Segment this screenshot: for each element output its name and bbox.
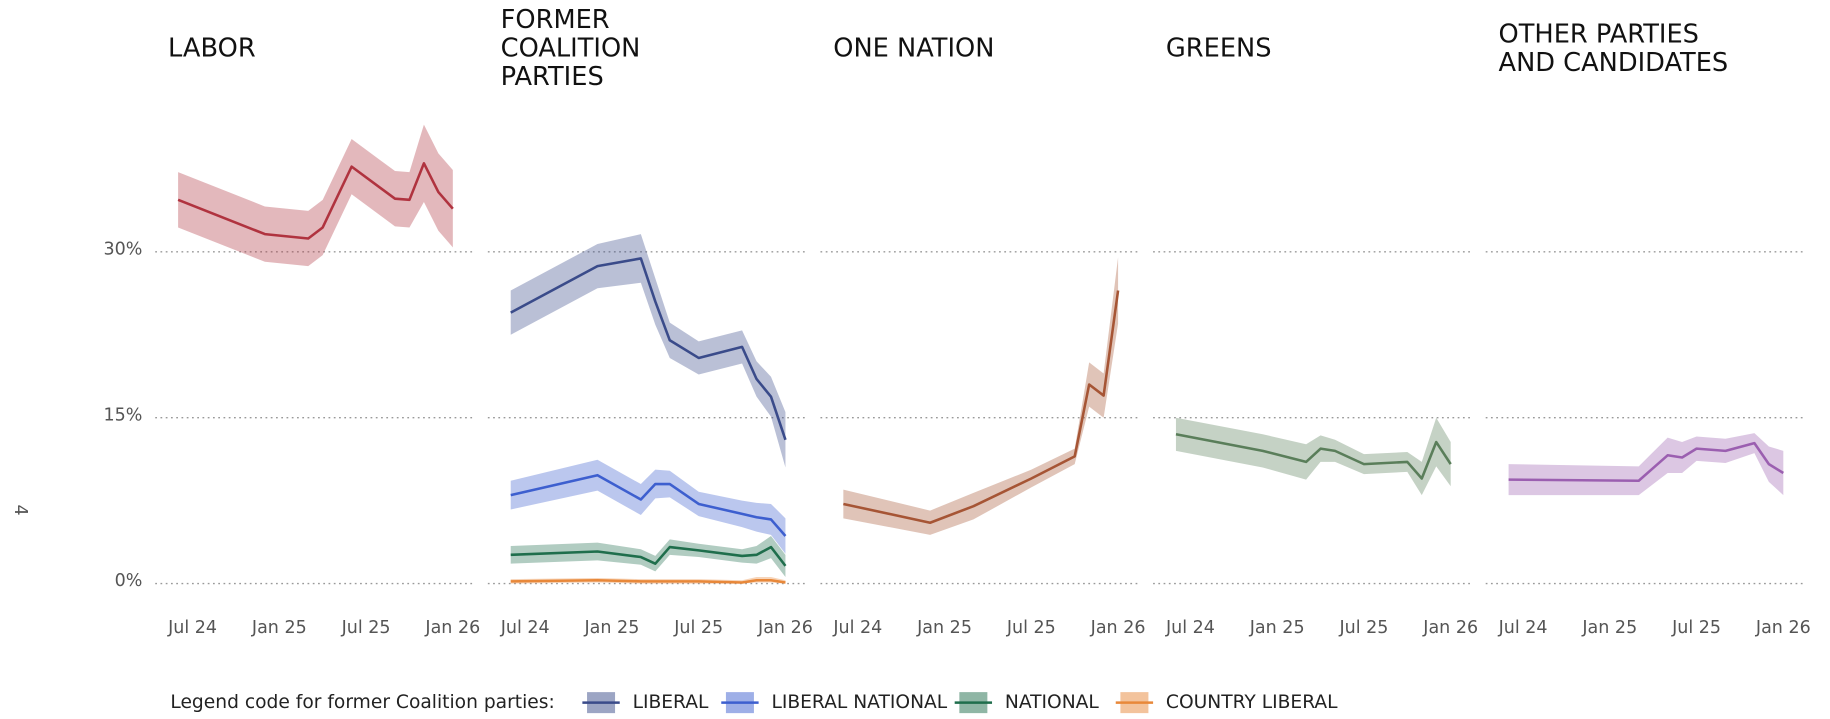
x-tick-label: Jul 24 <box>167 618 217 638</box>
x-tick-label: Jul 24 <box>1165 618 1215 638</box>
trend-line <box>843 290 1120 525</box>
x-tick-label: Jan 25 <box>584 618 640 638</box>
legend-label: COUNTRY LIBERAL <box>1166 692 1338 713</box>
x-tick-label: Jan 26 <box>424 618 480 638</box>
trend-line <box>510 578 786 584</box>
x-tick-label: Jan 25 <box>1581 618 1637 638</box>
x-tick-label: Jan 25 <box>1249 618 1305 638</box>
y-tick-label: 0% <box>115 571 143 591</box>
x-tick-label: Jul 25 <box>673 618 723 638</box>
panel-title: FORMER <box>501 5 610 35</box>
interval-band <box>178 124 453 267</box>
page-number: 4 <box>10 504 30 515</box>
legend-title: Legend code for former Coalition parties… <box>170 692 554 713</box>
x-tick-label: Jan 26 <box>1755 618 1811 638</box>
x-tick-label: Jan 26 <box>1090 618 1146 638</box>
x-tick-label: Jul 25 <box>1338 618 1388 638</box>
y-tick-label: 15% <box>103 405 142 425</box>
legend-label: LIBERAL NATIONAL <box>771 692 947 713</box>
panel-title: GREENS <box>1166 34 1272 64</box>
trend-line <box>510 473 787 537</box>
panel-title: ONE NATION <box>833 34 994 64</box>
x-tick-label: Jul 25 <box>341 618 391 638</box>
x-tick-label: Jan 26 <box>757 618 813 638</box>
interval-band <box>843 257 1119 535</box>
x-tick-label: Jan 25 <box>916 618 972 638</box>
trend-line <box>1508 441 1784 483</box>
interval-band <box>510 459 786 554</box>
x-tick-label: Jul 24 <box>832 618 882 638</box>
legend-label: LIBERAL <box>633 692 709 713</box>
x-tick-label: Jul 24 <box>500 618 550 638</box>
y-tick-label: 30% <box>103 239 142 259</box>
x-tick-label: Jan 26 <box>1422 618 1478 638</box>
trend-line <box>1175 433 1452 480</box>
legend-label: NATIONAL <box>1005 692 1100 713</box>
interval-band <box>1508 433 1784 496</box>
interval-band <box>510 536 786 577</box>
interval-band <box>510 234 786 468</box>
panel-title: AND CANDIDATES <box>1499 48 1729 78</box>
panel-title: PARTIES <box>501 62 604 92</box>
x-tick-label: Jul 25 <box>1006 618 1056 638</box>
trend-line <box>510 257 787 441</box>
panel-title: COALITION <box>501 34 641 64</box>
x-tick-label: Jul 24 <box>1498 618 1548 638</box>
x-tick-label: Jan 25 <box>251 618 307 638</box>
trend-line <box>510 545 787 567</box>
x-tick-label: Jul 25 <box>1671 618 1721 638</box>
panel-title: LABOR <box>168 34 256 64</box>
panel-title: OTHER PARTIES <box>1499 19 1699 49</box>
trend-line <box>177 162 454 240</box>
